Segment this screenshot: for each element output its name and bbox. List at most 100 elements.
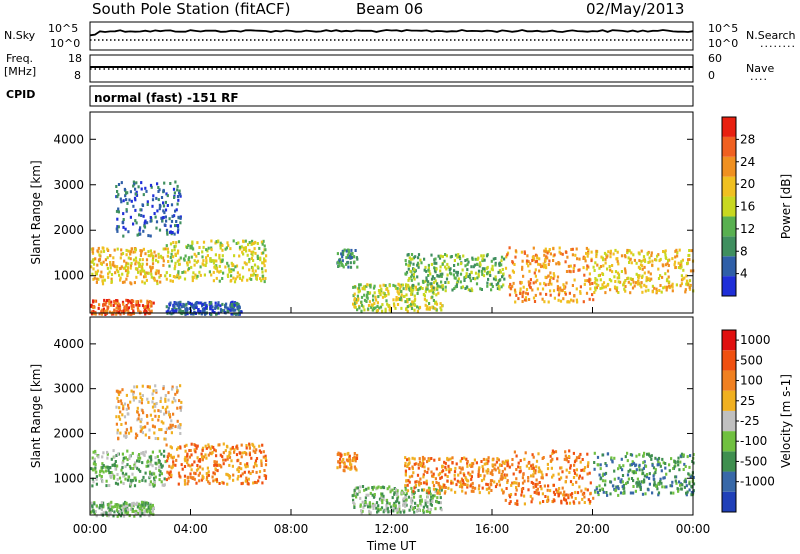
power-cell [254, 251, 257, 255]
power-cell [623, 267, 627, 271]
velocity-cell [167, 456, 170, 460]
velocity-cell [125, 428, 128, 432]
velocity-cell [148, 455, 151, 459]
power-cell [226, 306, 229, 310]
power-cell [597, 274, 600, 278]
power-cell [544, 259, 547, 263]
power-cell [171, 231, 174, 234]
power-cell [648, 256, 651, 260]
velocity-cell [638, 463, 641, 467]
velocity-colorbar-label-7: -1000 [740, 475, 775, 489]
power-cell [337, 265, 340, 268]
velocity-colorbar-label-4: -25 [740, 414, 760, 428]
power-cell [191, 312, 194, 316]
velocity-cell [152, 396, 155, 400]
power-cell [599, 278, 602, 282]
power-cell [482, 274, 486, 278]
power-cell [629, 257, 632, 261]
power-cell [229, 279, 232, 283]
power-cell [688, 258, 691, 261]
power-cell [163, 223, 166, 227]
power-cell [134, 248, 137, 252]
velocity-cell [658, 462, 661, 466]
beam-title: Beam 06 [356, 0, 424, 18]
velocity-cell [578, 501, 581, 505]
power-cell [346, 261, 349, 265]
velocity-cell [674, 460, 677, 464]
velocity-cell [219, 453, 222, 457]
power-cell [615, 289, 618, 293]
velocity-cell [193, 460, 196, 464]
velocity-cell [644, 464, 648, 468]
power-cell [514, 255, 517, 259]
power-cell [256, 257, 259, 260]
velocity-colorbar-label-3: 25 [740, 394, 755, 408]
velocity-cell [176, 419, 179, 423]
power-cell [164, 215, 167, 219]
power-cell [526, 254, 529, 258]
power-cell [367, 307, 370, 311]
velocity-cell [150, 505, 153, 509]
velocity-cell [136, 466, 139, 470]
velocity-cell [599, 463, 602, 467]
power-cell [248, 257, 251, 261]
velocity-cell [382, 494, 385, 498]
velocity-cell [131, 472, 134, 476]
power-cell [102, 249, 106, 253]
velocity-cell [551, 452, 554, 455]
velocity-cell [511, 463, 514, 467]
velocity-cell [196, 444, 199, 448]
velocity-cell [565, 468, 568, 472]
velocity-cell [129, 478, 132, 482]
velocity-cell [152, 512, 155, 516]
power-cell [481, 267, 484, 271]
velocity-cell [131, 451, 134, 455]
velocity-cell [160, 452, 163, 456]
power-cell [154, 258, 158, 262]
velocity-cell [128, 465, 132, 468]
power-cell [455, 270, 458, 274]
power-cell [195, 254, 198, 258]
power-cell [139, 272, 142, 276]
velocity-cell [154, 467, 158, 470]
power-cell [379, 305, 383, 309]
velocity-cell [620, 478, 623, 482]
power-cell [118, 273, 121, 277]
power-cell [227, 244, 230, 248]
velocity-cell [112, 476, 116, 480]
nsky-label: N.Sky [4, 29, 36, 42]
power-cell [388, 306, 392, 310]
velocity-cell [410, 496, 413, 500]
velocity-cell [514, 502, 517, 506]
power-cell [407, 278, 410, 282]
power-cell [471, 289, 474, 293]
velocity-cell [129, 482, 132, 486]
velocity-cell [186, 454, 189, 458]
velocity-cell [163, 449, 166, 453]
power-cell [436, 284, 439, 288]
velocity-cell [679, 483, 682, 487]
velocity-cell [124, 431, 128, 435]
velocity-cell [118, 510, 121, 513]
power-cell [205, 248, 208, 252]
power-cell [167, 260, 170, 263]
velocity-cell [381, 499, 384, 503]
velocity-cell [435, 481, 438, 484]
power-cell [620, 270, 623, 273]
velocity-cell [622, 483, 625, 487]
power-cell [417, 288, 420, 292]
power-cell [629, 282, 632, 286]
velocity-cell [475, 461, 478, 465]
power-cell [122, 225, 125, 229]
velocity-cell [186, 461, 189, 465]
velocity-cell [164, 437, 167, 441]
power-cell [215, 266, 218, 270]
velocity-cell [523, 457, 526, 461]
power-cell [145, 309, 148, 313]
velocity-cell [132, 504, 135, 508]
velocity-cell [538, 481, 541, 484]
velocity-cell [101, 466, 104, 469]
velocity-cell [116, 478, 119, 481]
power-cell [492, 277, 496, 281]
velocity-cell [563, 497, 566, 501]
